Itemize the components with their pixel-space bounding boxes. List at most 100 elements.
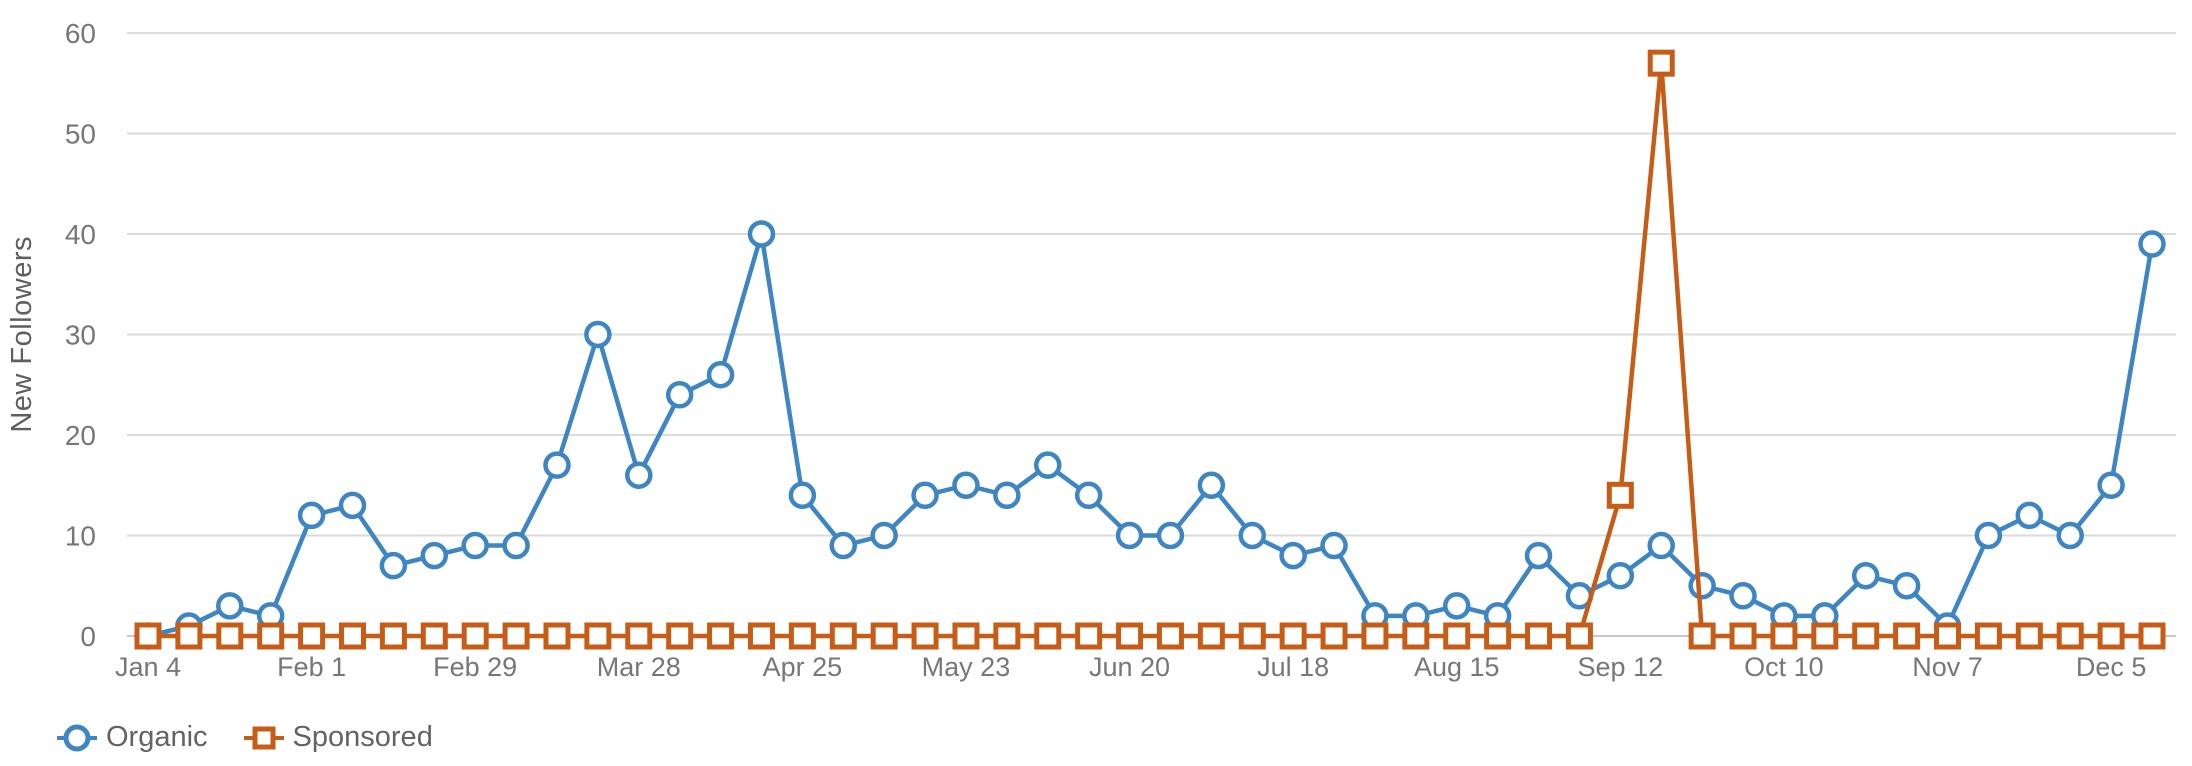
- sponsored-point: [707, 622, 735, 650]
- organic-point: [1279, 541, 1307, 570]
- organic-point: [338, 491, 367, 520]
- y-axis-title: New Followers: [6, 33, 39, 636]
- sponsored-point: [911, 622, 939, 650]
- organic-point: [2015, 501, 2044, 530]
- sponsored-point: [1565, 622, 1593, 650]
- organic-point: [584, 320, 612, 349]
- x-tick-label: Dec 5: [2076, 652, 2147, 682]
- sponsored-point: [175, 622, 203, 650]
- y-tick-label: 50: [65, 119, 96, 150]
- sponsored-point: [2015, 622, 2043, 650]
- organic-point: [1974, 521, 2003, 550]
- sponsored-point: [1770, 622, 1798, 650]
- y-axis-title-text: New Followers: [6, 236, 38, 433]
- sponsored-point: [420, 622, 448, 650]
- organic-point: [2138, 230, 2166, 258]
- sponsored-point: [461, 622, 489, 650]
- sponsored-point: [543, 622, 571, 650]
- sponsored-point: [1811, 622, 1839, 650]
- sponsored-point: [788, 622, 816, 650]
- sponsored-point: [1156, 622, 1184, 650]
- organic-point: [788, 481, 817, 510]
- organic-point: [543, 451, 571, 479]
- sponsored-point: [379, 622, 407, 650]
- sponsored-point: [1238, 622, 1266, 650]
- sponsored-point: [1075, 622, 1103, 650]
- organic-point: [2097, 471, 2125, 499]
- organic-point: [216, 592, 244, 620]
- organic-point: [1238, 521, 1266, 550]
- x-tick-label: May 23: [922, 652, 1011, 682]
- sponsored-point: [1034, 622, 1062, 650]
- organic-point: [1320, 531, 1348, 560]
- organic-point: [1156, 521, 1185, 550]
- x-tick-label: Aug 15: [1414, 652, 1500, 682]
- organic-point: [379, 551, 408, 580]
- sponsored-point: [1974, 622, 2002, 650]
- x-tick-label: Mar 28: [597, 652, 681, 682]
- organic-point: [911, 481, 939, 510]
- organic-point: [1851, 561, 1880, 590]
- organic-point: [297, 501, 326, 530]
- sponsored-point: [1279, 622, 1307, 650]
- sponsored-point: [1893, 622, 1921, 650]
- sponsored-point: [1116, 622, 1144, 650]
- organic-point: [1729, 582, 1757, 610]
- legend-item-organic[interactable]: Organic: [57, 721, 208, 754]
- x-tick-label: Apr 25: [763, 652, 843, 682]
- sponsored-point: [1320, 622, 1348, 650]
- x-tick-label: Feb 29: [433, 652, 517, 682]
- sponsored-point: [1647, 49, 1675, 77]
- legend-label-sponsored: Sponsored: [292, 721, 433, 753]
- sponsored-point: [216, 622, 244, 650]
- sponsored-point: [502, 622, 530, 650]
- sponsored-point: [2097, 622, 2125, 650]
- organic-point: [1647, 531, 1675, 560]
- organic-point: [1115, 521, 1144, 550]
- organic-point: [1892, 572, 1921, 600]
- sponsored-point: [952, 622, 980, 650]
- organic-point: [420, 541, 449, 570]
- y-tick-label: 60: [65, 18, 96, 49]
- organic-point: [1524, 541, 1553, 570]
- sponsored-point: [1729, 622, 1757, 650]
- sponsored-point: [666, 622, 694, 650]
- organic-point: [952, 471, 980, 499]
- x-tick-label: Jun 20: [1089, 652, 1170, 682]
- organic-point: [1034, 451, 1062, 479]
- x-tick-label: Oct 10: [1744, 652, 1824, 682]
- sponsored-point: [1525, 622, 1553, 650]
- sponsored-point: [338, 622, 366, 650]
- organic-point: [747, 220, 776, 248]
- sponsored-point: [1852, 622, 1880, 650]
- sponsored-point: [1484, 622, 1512, 650]
- sponsored-point: [625, 622, 653, 650]
- sponsored-point: [584, 622, 612, 650]
- sponsored-series-icon: [243, 723, 284, 753]
- sponsored-point: [1197, 622, 1225, 650]
- x-tick-label: Jan 4: [115, 652, 181, 682]
- organic-point: [1197, 471, 1226, 499]
- sponsored-point: [1688, 622, 1716, 650]
- organic-point: [829, 531, 858, 560]
- x-tick-label: Nov 7: [1912, 652, 1983, 682]
- organic-point: [2056, 521, 2084, 550]
- sponsored-point: [298, 622, 326, 650]
- sponsored-point: [829, 622, 857, 650]
- sponsored-point: [993, 622, 1021, 650]
- sponsored-point: [747, 622, 775, 650]
- x-tick-label: Feb 1: [277, 652, 346, 682]
- organic-point: [1606, 561, 1635, 590]
- organic-point: [1074, 481, 1103, 510]
- y-tick-label: 10: [65, 521, 96, 552]
- y-tick-label: 20: [65, 420, 96, 451]
- y-tick-label: 0: [80, 621, 96, 652]
- sponsored-point: [1402, 622, 1430, 650]
- sponsored-point: [1361, 622, 1389, 650]
- sponsored-point: [1606, 481, 1634, 509]
- legend-item-sponsored[interactable]: Sponsored: [243, 721, 433, 754]
- organic-point: [625, 461, 653, 489]
- sponsored-point: [870, 622, 898, 650]
- y-tick-label: 40: [65, 219, 96, 250]
